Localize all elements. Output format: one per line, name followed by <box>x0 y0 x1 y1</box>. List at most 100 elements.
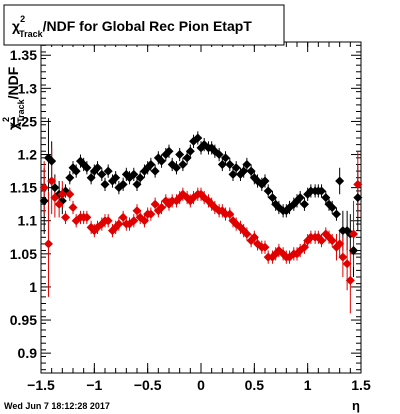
y-tick-label: 1.25 <box>10 113 37 129</box>
y-axis-label: χ2 Track/NDF <box>1 66 26 130</box>
black-series-point <box>353 193 363 203</box>
black-series-point <box>295 193 305 203</box>
black-series-point <box>146 159 156 169</box>
chart-title: χ2 Track/NDF for Global Rec Pion EtapT <box>12 14 252 39</box>
black-series-point <box>111 173 121 183</box>
y-tick-label: 1.15 <box>10 180 37 196</box>
red-series-point <box>103 216 113 226</box>
y-tick-label: 1.3 <box>18 80 38 96</box>
black-series-point <box>225 159 235 169</box>
black-series-point <box>39 196 49 206</box>
black-series-point <box>182 153 192 163</box>
black-series-point <box>228 169 238 179</box>
black-series-point <box>327 203 337 212</box>
red-series-point <box>57 189 67 199</box>
x-tick-label: 1.5 <box>351 377 371 393</box>
red-series-point <box>65 189 75 199</box>
black-series-point <box>175 150 185 160</box>
black-series-point <box>157 156 167 166</box>
ylabel-chi: χ <box>5 122 21 130</box>
black-series-point <box>242 159 252 169</box>
black-series-point <box>65 173 75 183</box>
y-tick-label: 1 <box>29 279 37 295</box>
y-tick-label: 1.05 <box>10 246 37 262</box>
x-axis-label: η <box>352 398 360 413</box>
red-series-point <box>114 219 124 229</box>
black-series-point <box>221 153 231 163</box>
black-series-point <box>103 166 113 176</box>
y-tick-label: 0.9 <box>18 345 38 361</box>
red-series-point <box>260 242 270 252</box>
black-series-point <box>118 179 128 189</box>
red-series-point <box>353 179 363 189</box>
black-series-point <box>97 169 107 179</box>
x-tick-label: −1 <box>86 377 102 393</box>
red-series-point <box>132 206 142 216</box>
red-series-point <box>349 229 359 239</box>
y-tick-label: 1.2 <box>18 147 38 163</box>
red-series-point <box>242 229 252 239</box>
black-series-point <box>349 246 359 256</box>
red-series-point <box>54 199 64 209</box>
red-series-point <box>317 236 327 246</box>
axis-ticks <box>40 42 362 373</box>
ylabel-rest: /NDF <box>5 66 21 99</box>
x-tick-label: −0.5 <box>134 377 162 393</box>
y-tick-label: 1.1 <box>18 213 38 229</box>
red-series-point <box>68 203 78 212</box>
black-series-point <box>335 176 345 186</box>
black-series-point <box>246 166 256 176</box>
red-series-point <box>150 199 160 209</box>
title-sup: 2 <box>20 14 25 24</box>
black-series-point <box>171 163 181 173</box>
ylabel-sub: Track <box>16 98 26 123</box>
x-tick-label: 0.5 <box>245 377 265 393</box>
x-tick-label: 0 <box>197 377 205 393</box>
black-series-point <box>193 133 203 143</box>
black-series-point <box>129 169 139 179</box>
red-series-point <box>129 216 139 226</box>
black-series-point <box>47 156 57 166</box>
black-series-point <box>267 193 277 203</box>
red-series-point <box>249 232 259 242</box>
black-series-point <box>317 186 327 196</box>
x-tick-label: 1 <box>304 377 312 393</box>
black-series-point <box>132 179 142 189</box>
red-series-point <box>338 252 348 262</box>
black-series-point <box>82 163 92 173</box>
black-series-point <box>150 166 160 176</box>
black-series-point <box>231 163 241 173</box>
black-series-point <box>299 199 309 209</box>
y-tick-label: 0.95 <box>10 312 37 328</box>
black-series-point <box>239 166 249 176</box>
red-series-point <box>342 259 352 269</box>
red-series-point <box>43 239 53 249</box>
black-series-point <box>185 146 195 156</box>
x-tick-label: −1.5 <box>27 377 55 393</box>
red-series-point <box>345 275 355 285</box>
ylabel-sup: 2 <box>1 117 11 122</box>
black-series-point <box>50 183 60 193</box>
red-series-point <box>225 209 235 219</box>
red-series-point <box>61 212 71 222</box>
black-series-point <box>331 209 341 219</box>
y-tick-label: 1.35 <box>10 47 37 63</box>
black-series-point <box>178 159 188 169</box>
red-series-point <box>39 183 49 193</box>
black-series-point <box>93 163 103 173</box>
red-series-point <box>327 236 337 246</box>
black-series-point <box>321 193 331 203</box>
black-series-point <box>71 166 81 176</box>
tick-labels: −1.5 −1 −0.5 0 0.5 1 1.5 0.9 0.95 1 1.05 1.1 1.15 1.2… <box>10 47 371 393</box>
black-series-point <box>249 173 259 183</box>
black-series-point <box>135 173 145 183</box>
title-rest: /NDF for Global Rec Pion EtapT <box>43 18 253 34</box>
data-markers <box>39 133 363 285</box>
red-series-point <box>139 216 149 226</box>
red-series-point <box>146 209 156 219</box>
red-series-point <box>50 193 60 203</box>
red-series-point <box>299 242 309 252</box>
black-series-point <box>263 186 273 196</box>
black-series-point <box>214 150 224 160</box>
